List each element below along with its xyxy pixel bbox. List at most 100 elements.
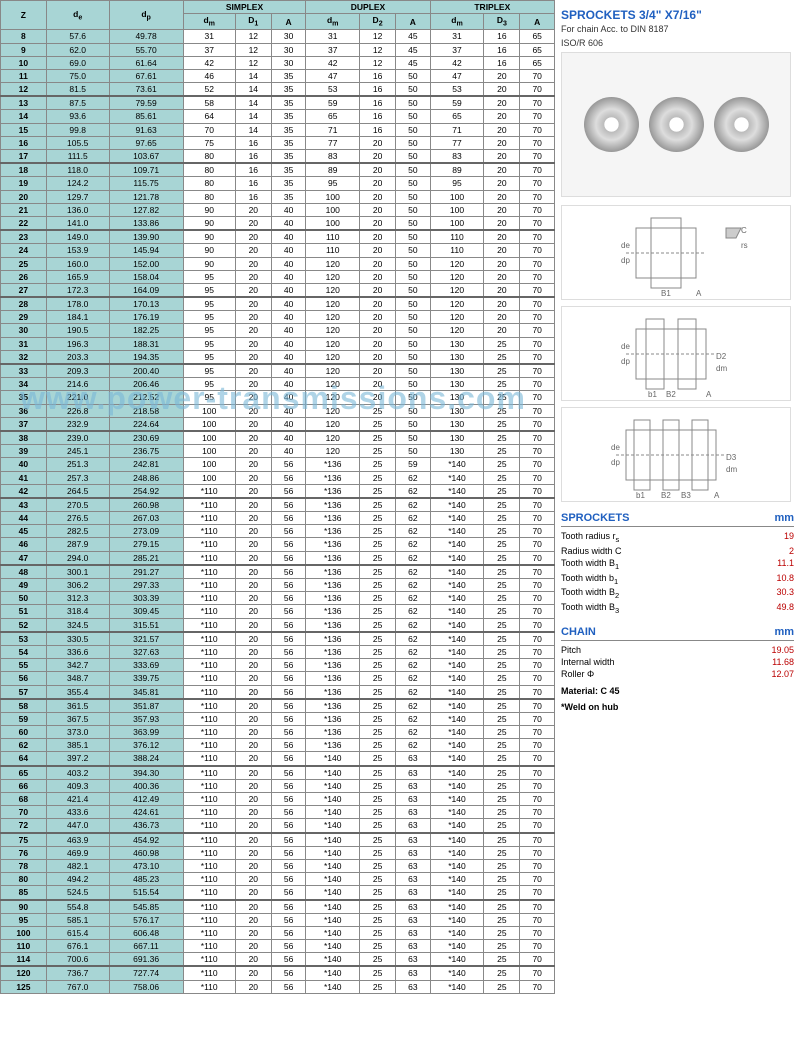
- table-row: 125767.0758.06*1102056*1402563*1402570: [1, 980, 555, 993]
- svg-text:B1: B1: [661, 289, 671, 298]
- table-row: 72447.0436.73*1102056*1402563*1402570: [1, 819, 555, 833]
- table-row: 1387.579.59581435591650592070: [1, 96, 555, 110]
- svg-text:rs: rs: [741, 241, 748, 250]
- col-simplex: SIMPLEX: [183, 1, 306, 14]
- table-row: 24153.9145.9490204011020501102070: [1, 244, 555, 257]
- table-row: 55342.7333.69*1102056*1362562*1402570: [1, 659, 555, 672]
- table-row: 34214.6206.4695204012020501302570: [1, 378, 555, 391]
- svg-text:B2: B2: [666, 390, 676, 399]
- svg-text:dm: dm: [716, 364, 727, 373]
- table-row: 29184.1176.1995204012020501202070: [1, 311, 555, 324]
- table-row: 37232.9224.64100204012025501302570: [1, 417, 555, 431]
- drawing-triplex: b1B2 dedpD3dm B3A: [561, 407, 791, 502]
- table-row: 110676.1667.11*1102056*1402563*1402570: [1, 940, 555, 953]
- svg-text:b1: b1: [648, 390, 657, 399]
- table-row: 21136.0127.8290204010020501002070: [1, 203, 555, 216]
- table-row: 75463.9454.92*1102056*1402563*1402570: [1, 833, 555, 847]
- table-row: 39245.1236.75100204012025501302570: [1, 445, 555, 458]
- table-row: 46287.9279.15*1102056*1362562*1402570: [1, 538, 555, 551]
- table-row: 28178.0170.1395204012020501202070: [1, 297, 555, 311]
- spec-row: Pitch19.05: [561, 644, 794, 656]
- svg-text:D2: D2: [716, 352, 727, 361]
- table-row: 44276.5267.03*1102056*1362562*1402570: [1, 512, 555, 525]
- table-row: 18118.0109.71801635892050892070: [1, 163, 555, 177]
- svg-text:A: A: [714, 491, 720, 500]
- table-row: 45282.5273.09*1102056*1362562*1402570: [1, 525, 555, 538]
- gear-icon: [649, 97, 704, 152]
- svg-text:D3: D3: [726, 453, 737, 462]
- col-de: de: [46, 1, 109, 30]
- table-row: 51318.4309.45*1102056*1362562*1402570: [1, 605, 555, 618]
- gear-icon: [714, 97, 769, 152]
- table-row: 68421.4412.49*1102056*1402563*1402570: [1, 793, 555, 806]
- table-row: 76469.9460.98*1102056*1402563*1402570: [1, 846, 555, 859]
- table-row: 35221.0212.5295204012020501302570: [1, 391, 555, 404]
- table-row: 1599.891.63701435711650712070: [1, 123, 555, 136]
- table-row: 857.649.78311230311245311665: [1, 30, 555, 43]
- table-row: 52324.5315.51*1102056*1362562*1402570: [1, 618, 555, 632]
- table-row: 53330.5321.57*1102056*1362562*1402570: [1, 632, 555, 646]
- table-row: 64397.2388.24*1102056*1402563*1402570: [1, 752, 555, 766]
- table-row: 58361.5351.87*1102056*1362562*1402570: [1, 699, 555, 713]
- spec-row: Internal width11.68: [561, 656, 794, 668]
- table-row: 50312.3303.39*1102056*1362562*1402570: [1, 592, 555, 605]
- svg-text:B2: B2: [661, 491, 671, 500]
- table-row: 54336.6327.63*1102056*1362562*1402570: [1, 645, 555, 658]
- table-row: 100615.4606.48*1102056*1402563*1402570: [1, 926, 555, 939]
- subtitle-2: ISO/R 606: [561, 38, 794, 48]
- svg-text:B3: B3: [681, 491, 691, 500]
- table-row: 1069.061.64421230421245421665: [1, 56, 555, 69]
- table-row: 32203.3194.3595204012020501302570: [1, 350, 555, 364]
- table-row: 17111.5103.67801635832050832070: [1, 150, 555, 164]
- svg-text:b1: b1: [636, 491, 645, 500]
- table-row: 962.055.70371230371245371665: [1, 43, 555, 56]
- drawing-simplex: B1A dedp Crs: [561, 205, 791, 300]
- table-row: 20129.7121.7880163510020501002070: [1, 190, 555, 203]
- page-title: SPROCKETS 3/4" X7/16": [561, 8, 794, 22]
- table-row: 16105.597.65751635772050772070: [1, 136, 555, 149]
- table-row: 1281.573.61521435531650532070: [1, 83, 555, 97]
- table-row: 36226.8218.58100204012025501302570: [1, 404, 555, 417]
- table-row: 56348.7339.75*1102056*1362562*1402570: [1, 672, 555, 685]
- table-row: 48300.1291.27*1102056*1362562*1402570: [1, 565, 555, 579]
- footnote-weld: *Weld on hub: [561, 702, 618, 712]
- spec-row: Radius width C2: [561, 545, 794, 557]
- table-row: 33209.3200.4095204012020501302570: [1, 364, 555, 378]
- svg-text:de: de: [621, 342, 630, 351]
- table-row: 30190.5182.2595204012020501202070: [1, 324, 555, 337]
- table-row: 26165.9158.0495204012020501202070: [1, 270, 555, 283]
- spec-row: Roller Φ12.07: [561, 668, 794, 680]
- svg-text:A: A: [696, 289, 702, 298]
- table-row: 120736.7727.74*1102056*1402563*1402570: [1, 966, 555, 980]
- table-row: 70433.6424.61*1102056*1402563*1402570: [1, 806, 555, 819]
- table-row: 65403.2394.30*1102056*1402563*1402570: [1, 766, 555, 780]
- table-row: 95585.1576.17*1102056*1402563*1402570: [1, 913, 555, 926]
- svg-text:A: A: [706, 390, 712, 399]
- col-triplex: TRIPLEX: [430, 1, 554, 14]
- col-z: Z: [1, 1, 47, 30]
- table-row: 49306.2297.33*1102056*1362562*1402570: [1, 579, 555, 592]
- table-row: 23149.0139.9090204011020501102070: [1, 230, 555, 244]
- table-row: 66409.3400.36*1102056*1402563*1402570: [1, 779, 555, 792]
- table-row: 47294.0285.21*1102056*1362562*1402570: [1, 551, 555, 565]
- table-row: 22141.0133.8690204010020501002070: [1, 216, 555, 230]
- table-row: 19124.2115.75801635952050952070: [1, 177, 555, 190]
- table-row: 57355.4345.81*1102056*1362562*1402570: [1, 685, 555, 699]
- table-row: 80494.2485.23*1102056*1402563*1402570: [1, 873, 555, 886]
- table-row: 40251.3242.811002056*1362559*1402570: [1, 458, 555, 471]
- table-row: 41257.3248.861002056*1362562*1402570: [1, 471, 555, 484]
- spec-row: Tooth width b110.8: [561, 572, 794, 587]
- svg-text:de: de: [611, 443, 620, 452]
- table-row: 42264.5254.92*1102056*1362562*1402570: [1, 484, 555, 498]
- table-row: 60373.0363.99*1102056*1362562*1402570: [1, 726, 555, 739]
- table-row: 31196.3188.3195204012020501302570: [1, 337, 555, 350]
- table-row: 85524.5515.54*1102056*1402563*1402570: [1, 886, 555, 900]
- spec-row: Tooth radius rs19: [561, 530, 794, 545]
- footnote-material: Material: C 45: [561, 686, 620, 696]
- table-row: 78482.1473.10*1102056*1402563*1402570: [1, 859, 555, 872]
- spec-row: Tooth width B349.8: [561, 601, 794, 616]
- table-row: 1175.067.61461435471650472070: [1, 69, 555, 82]
- col-dp: dp: [109, 1, 183, 30]
- table-row: 38239.0230.69100204012025501302570: [1, 431, 555, 445]
- svg-text:C: C: [741, 226, 747, 235]
